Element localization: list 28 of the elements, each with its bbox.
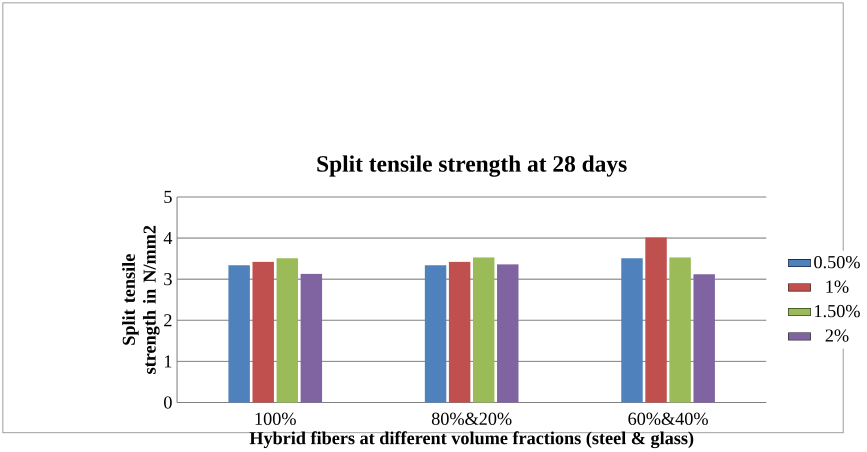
y-tick-label: 2 <box>164 314 172 326</box>
bar <box>645 237 667 402</box>
y-axis-title: Split tensile strength in N/mm2 <box>122 226 160 374</box>
legend-label: 1.50% <box>815 304 860 318</box>
legend-label: 0.50% <box>814 256 860 268</box>
bar <box>252 262 274 402</box>
bar <box>424 264 446 402</box>
bar <box>472 257 494 402</box>
x-tick-label: 80%&20% <box>432 412 512 425</box>
x-tick-label: 100% <box>256 412 296 425</box>
bar <box>621 258 643 402</box>
chart-title: Split tensile strength at 28 days <box>317 155 627 177</box>
bar <box>693 274 715 402</box>
y-tick-label: 3 <box>164 272 172 286</box>
bar <box>300 274 322 402</box>
bar <box>448 262 470 402</box>
y-tick-label: 4 <box>164 232 172 244</box>
bar <box>669 257 691 402</box>
bar <box>497 264 518 402</box>
y-tick-label: 1 <box>164 355 172 368</box>
legend-label: 2% <box>826 329 848 342</box>
legend-label: 1% <box>826 280 848 293</box>
bar <box>276 258 298 402</box>
x-tick-label: 60%&40% <box>628 412 708 425</box>
x-axis-title: Hybrid fibers at different volume fractions (steel & glass) <box>250 431 694 448</box>
y-tick-label: 5 <box>164 190 172 203</box>
y-tick-label: 0 <box>164 396 172 408</box>
bar <box>228 264 250 402</box>
